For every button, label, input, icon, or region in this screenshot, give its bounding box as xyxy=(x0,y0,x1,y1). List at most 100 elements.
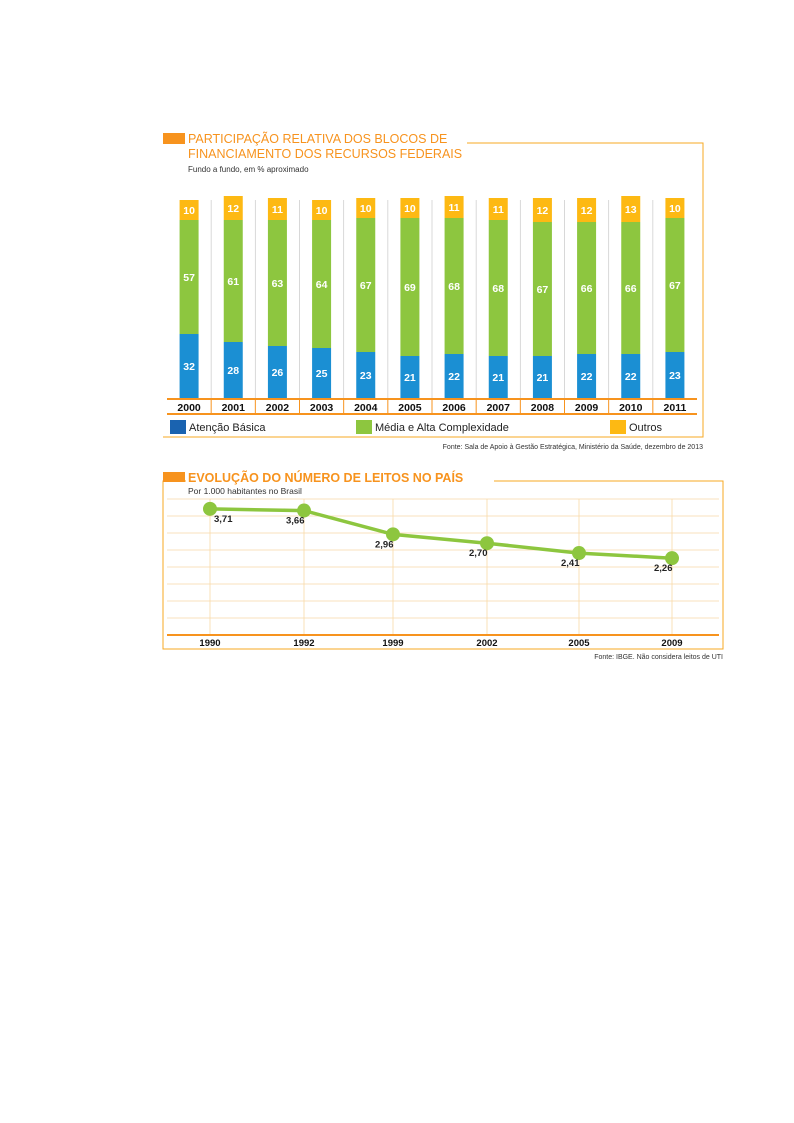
data-point-2005 xyxy=(572,546,586,561)
bar-label-2008-series-1: 67 xyxy=(537,284,549,296)
legend-label-media-alta: Média e Alta Complexidade xyxy=(375,422,509,434)
data-point-2002 xyxy=(480,536,494,551)
x-tick-label-2002: 2002 xyxy=(476,638,497,649)
legend-label-outros: Outros xyxy=(629,422,663,434)
data-label-2005: 2,41 xyxy=(561,558,580,569)
chart1-title-marker xyxy=(163,133,185,144)
bar-2002-series-0 xyxy=(267,346,287,398)
chart-leitos: EVOLUÇÃO DO NÚMERO DE LEITOS NO PAÍS Por… xyxy=(162,470,724,661)
chart1-legend: Atenção Básica Média e Alta Complexidade… xyxy=(170,420,663,434)
bar-2007-series-0 xyxy=(488,356,508,398)
bar-2006-series-0 xyxy=(444,354,464,398)
data-point-1992 xyxy=(297,503,311,518)
bar-label-2009-series-0: 22 xyxy=(581,371,593,383)
chart1-x-tick-labels: 2000 2001 2002 2003 2004 2005 2006 2007 2008 2009… xyxy=(177,400,686,414)
data-label-2002: 2,70 xyxy=(469,548,488,559)
bar-2001-series-2 xyxy=(223,196,243,220)
x-tick-label-2005: 2005 xyxy=(568,638,590,649)
bar-label-2010-series-1: 66 xyxy=(625,283,637,295)
chart2-x-tick-labels: 1990 1992 1999 2002 2005 2009 xyxy=(199,638,682,649)
chart1-frame xyxy=(163,142,704,438)
bar-label-2011-series-1: 67 xyxy=(669,280,681,292)
x-tick-label-2010: 2010 xyxy=(619,402,643,414)
chart2-title: EVOLUÇÃO DO NÚMERO DE LEITOS NO PAÍS xyxy=(188,470,463,485)
bar-2005-series-1 xyxy=(400,218,420,356)
bar-label-2004-series-2: 10 xyxy=(360,203,372,215)
bar-label-2010-series-0: 22 xyxy=(625,371,637,383)
bar-2011-series-1 xyxy=(665,218,685,352)
bar-2010-series-0 xyxy=(621,354,641,398)
legend-swatch-outros xyxy=(610,420,626,434)
chart2-line: 3,71 3,66 2,96 2,70 2,41 2,26 xyxy=(203,501,679,574)
bar-label-2004-series-0: 23 xyxy=(360,370,372,382)
chart1-title-line2: FINANCIAMENTO DOS RECURSOS FEDERAIS xyxy=(188,147,462,161)
bar-label-2005-series-2: 10 xyxy=(404,203,416,215)
bar-2007-series-2 xyxy=(488,198,508,220)
bar-2010-series-2 xyxy=(621,196,641,222)
x-tick-label-2006: 2006 xyxy=(442,402,466,414)
bar-2009-series-1 xyxy=(577,222,597,354)
legend-swatch-media-alta xyxy=(356,420,372,434)
chart1-bars: 32 57 10 28 61 12 26 63 11 25 64 10 23 67 10 21 69 10 22 68… xyxy=(179,196,685,398)
bar-2000-series-2 xyxy=(179,200,199,220)
bar-label-2002-series-0: 26 xyxy=(272,367,284,379)
bar-2007-series-1 xyxy=(488,220,508,356)
bar-2004-series-2 xyxy=(356,198,376,218)
bar-label-2005-series-0: 21 xyxy=(404,372,416,384)
bar-label-2003-series-0: 25 xyxy=(316,368,328,380)
data-label-1992: 3,66 xyxy=(286,516,305,527)
x-tick-label-2009: 2009 xyxy=(661,638,682,649)
bar-2002-series-2 xyxy=(267,198,287,220)
bar-2004-series-1 xyxy=(356,218,376,352)
bar-label-2001-series-0: 28 xyxy=(227,365,239,377)
x-tick-label-2004: 2004 xyxy=(354,402,378,414)
x-tick-label-2007: 2007 xyxy=(487,402,511,414)
bar-label-2007-series-1: 68 xyxy=(492,283,504,295)
chart2-source: Fonte: IBGE. Não considera leitos de UTI xyxy=(594,654,723,661)
chart2-grid xyxy=(167,498,719,636)
bar-label-2006-series-1: 68 xyxy=(448,281,460,293)
x-tick-label-2005: 2005 xyxy=(398,402,422,414)
bar-2006-series-2 xyxy=(444,196,464,218)
chart1-source: Fonte: Sala de Apoio à Gestão Estratégic… xyxy=(443,444,703,451)
bar-2004-series-0 xyxy=(356,352,376,398)
bar-2005-series-2 xyxy=(400,198,420,218)
bar-label-2007-series-0: 21 xyxy=(492,372,504,384)
chart2-title-marker xyxy=(163,472,185,482)
bar-2009-series-0 xyxy=(577,354,597,398)
data-label-1990: 3,71 xyxy=(214,514,233,525)
bar-label-2009-series-1: 66 xyxy=(581,283,593,295)
bar-2003-series-1 xyxy=(312,220,332,348)
bar-label-2004-series-1: 67 xyxy=(360,280,372,292)
bar-2011-series-0 xyxy=(665,352,685,398)
bar-label-2002-series-1: 63 xyxy=(272,278,284,290)
bar-2000-series-1 xyxy=(179,220,199,334)
chart-financiamento: PARTICIPAÇÃO RELATIVA DOS BLOCOS DE FINA… xyxy=(163,132,704,451)
legend-label-atencao-basica: Atenção Básica xyxy=(189,422,266,434)
x-tick-label-2011: 2011 xyxy=(664,402,687,414)
chart1-title-line1: PARTICIPAÇÃO RELATIVA DOS BLOCOS DE xyxy=(188,132,447,146)
bar-2001-series-1 xyxy=(223,220,243,342)
data-point-1999 xyxy=(386,527,400,542)
bar-label-2000-series-2: 10 xyxy=(183,205,195,217)
bar-2011-series-2 xyxy=(665,198,685,218)
bar-2010-series-1 xyxy=(621,222,641,354)
bar-2002-series-1 xyxy=(267,220,287,346)
x-tick-label-1990: 1990 xyxy=(199,638,220,649)
bar-2008-series-0 xyxy=(532,356,552,398)
data-point-1990 xyxy=(203,501,217,516)
data-label-2009: 2,26 xyxy=(654,563,673,574)
bar-label-2002-series-2: 11 xyxy=(272,204,283,216)
series-line xyxy=(209,507,673,560)
bar-label-2008-series-2: 12 xyxy=(537,205,549,217)
x-tick-label-2008: 2008 xyxy=(531,402,555,414)
x-tick-label-2001: 2001 xyxy=(222,402,246,414)
bar-label-2003-series-1: 64 xyxy=(316,279,328,291)
bar-label-2006-series-2: 11 xyxy=(449,202,460,214)
bar-label-2001-series-1: 61 xyxy=(227,276,239,288)
bar-label-2000-series-0: 32 xyxy=(183,361,195,373)
bar-label-2000-series-1: 57 xyxy=(183,272,195,284)
data-label-1999: 2,96 xyxy=(375,539,394,550)
data-point-2009 xyxy=(665,551,679,566)
